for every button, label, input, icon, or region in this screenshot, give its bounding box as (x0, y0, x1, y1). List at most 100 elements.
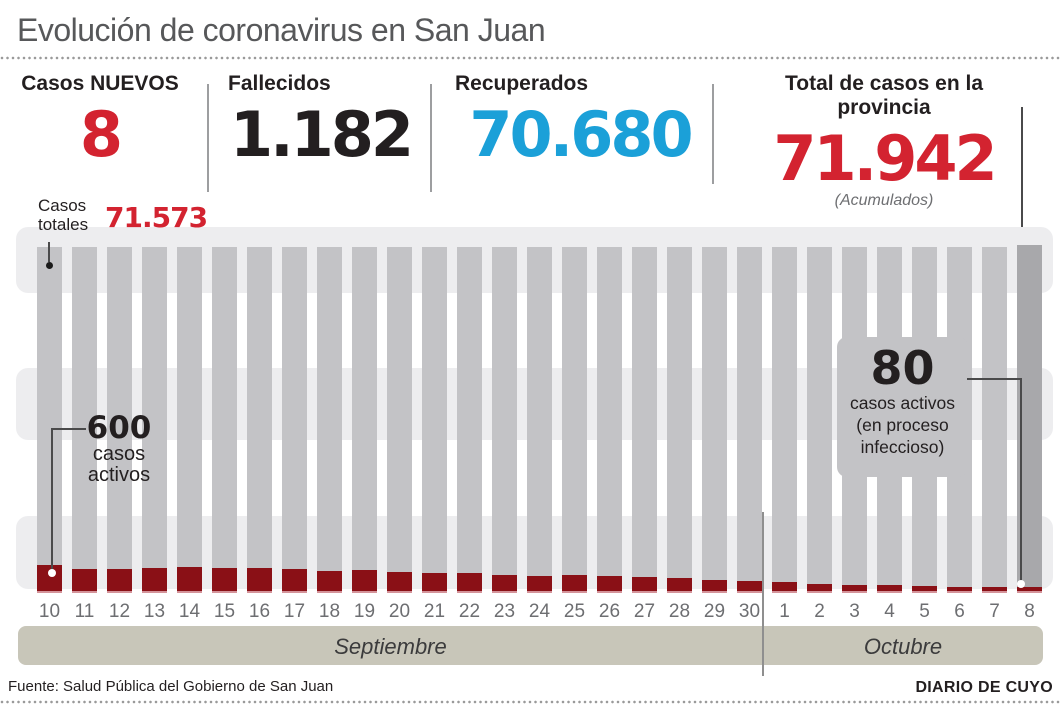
day-label-18: 18 (318, 601, 341, 622)
total-bar-25 (562, 247, 587, 593)
total-bar-1 (772, 247, 797, 593)
annotation-600-activos: 600 casos activos (60, 412, 178, 486)
total-bar-15 (212, 247, 237, 593)
activos-600-leader-vertical (51, 428, 53, 570)
stat-total-subnote: (Acumulados) (834, 192, 934, 209)
total-bar-17 (282, 247, 307, 593)
day-label-3: 3 (849, 601, 860, 622)
stat-divider-3 (712, 84, 714, 184)
active-bar-25 (562, 575, 587, 593)
annotation-80-box (837, 337, 968, 477)
month-label-septiembre: Septiembre (334, 634, 447, 659)
active-bar-23 (492, 575, 517, 593)
total-bar-7 (982, 247, 1007, 593)
active-bar-3 (842, 585, 867, 593)
day-label-17: 17 (283, 601, 306, 622)
total-bar-16 (247, 247, 272, 593)
day-label-15: 15 (213, 601, 236, 622)
month-label-octubre: Octubre (863, 634, 943, 659)
day-label-30: 30 (738, 601, 761, 622)
total-leader-line (1021, 107, 1023, 250)
total-bar-29 (702, 247, 727, 593)
stat-recuperados: Recuperados 70.680 (455, 72, 705, 166)
day-label-26: 26 (598, 601, 621, 622)
stat-recuperados-value: 70.680 (469, 98, 693, 171)
active-bar-18 (317, 571, 342, 593)
day-label-25: 25 (563, 601, 586, 622)
active-bar-21 (422, 573, 447, 593)
activos-80-leader-horizontal (967, 378, 1022, 380)
stat-casos-nuevos-value: 8 (79, 98, 123, 171)
day-label-1: 1 (779, 601, 790, 622)
annotation-600-value: 600 (86, 410, 152, 446)
active-bar-15 (212, 568, 237, 593)
publisher-credit: DIARIO DE CUYO (915, 679, 1053, 696)
total-bar-21 (422, 247, 447, 593)
total-bar-10 (37, 247, 62, 593)
day-label-29: 29 (703, 601, 726, 622)
stat-fallecidos: Fallecidos 1.182 (228, 72, 414, 171)
active-bar-26 (597, 576, 622, 593)
active-bar-16 (247, 568, 272, 593)
day-label-10: 10 (38, 601, 61, 622)
annotation-80-value: 80 (870, 341, 935, 395)
day-label-8: 8 (1024, 601, 1035, 622)
day-label-27: 27 (633, 601, 656, 622)
active-bar-24 (527, 576, 552, 593)
active-bar-28 (667, 578, 692, 593)
total-bar-12 (107, 247, 132, 593)
active-bar-11 (72, 569, 97, 593)
day-label-22: 22 (458, 601, 481, 622)
active-bar-29 (702, 580, 727, 593)
month-separator-line (762, 512, 764, 676)
stat-casos-nuevos: Casos NUEVOS 8 (20, 72, 180, 166)
day-label-7: 7 (989, 601, 1000, 622)
day-label-13: 13 (143, 601, 166, 622)
active-bar-17 (282, 569, 307, 593)
bottom-dotted-line (0, 700, 1061, 704)
day-label-16: 16 (248, 601, 271, 622)
day-label-19: 19 (353, 601, 376, 622)
activos-80-leader-vertical (1020, 378, 1022, 581)
active-bar-7 (982, 587, 1007, 593)
annotation-80-activos: 80 casos activos (en proceso infeccioso) (832, 344, 973, 458)
total-bar-20 (387, 247, 412, 593)
activos-600-leader-dot (48, 569, 56, 577)
total-bar-23 (492, 247, 517, 593)
activos-80-leader-dot (1017, 580, 1025, 588)
stat-total-provincia: Total de casos en la provincia 71.942 (A… (738, 72, 1030, 210)
active-bar-4 (877, 585, 902, 593)
casos-totales-leader-line (48, 242, 50, 262)
day-label-28: 28 (668, 601, 691, 622)
day-label-5: 5 (919, 601, 930, 622)
activos-600-leader-horizontal (51, 428, 86, 430)
day-label-14: 14 (178, 601, 201, 622)
day-label-21: 21 (423, 601, 446, 622)
annotation-casos-totales-label: Casos totales (38, 196, 89, 234)
active-bar-13 (142, 568, 167, 593)
active-bar-14 (177, 567, 202, 593)
month-band (18, 626, 1043, 665)
day-label-20: 20 (388, 601, 411, 622)
active-bar-1 (772, 582, 797, 593)
day-label-24: 24 (528, 601, 551, 622)
total-bar-14 (177, 247, 202, 593)
stat-fallecidos-value: 1.182 (229, 98, 414, 171)
stat-recuperados-label: Recuperados (455, 72, 589, 95)
active-bar-12 (107, 569, 132, 593)
total-bar-26 (597, 247, 622, 593)
day-label-11: 11 (74, 601, 95, 622)
casos-totales-leader-dot (46, 262, 53, 269)
page-title: Evolución de coronavirus en San Juan (17, 12, 546, 48)
stat-divider-1 (207, 84, 209, 192)
day-label-23: 23 (493, 601, 516, 622)
total-bar-28 (667, 247, 692, 593)
total-bar-13 (142, 247, 167, 593)
active-bar-27 (632, 577, 657, 593)
total-bar-11 (72, 247, 97, 593)
day-label-4: 4 (884, 601, 895, 622)
total-bar-18 (317, 247, 342, 593)
stat-total-label: Total de casos en la provincia (784, 72, 983, 119)
source-credit: Fuente: Salud Pública del Gobierno de Sa… (8, 678, 334, 695)
total-bar-27 (632, 247, 657, 593)
